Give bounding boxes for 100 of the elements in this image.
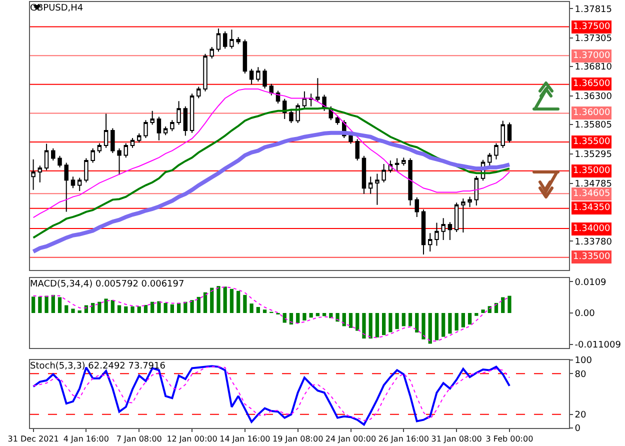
candlestick bbox=[461, 198, 466, 234]
x-tick-label: 31 Dec 2021 bbox=[8, 434, 59, 444]
y-tick-label: 1.37815 bbox=[574, 4, 612, 15]
candlestick bbox=[236, 36, 240, 45]
candlestick bbox=[124, 142, 128, 158]
y-tick-label: -0.011009 bbox=[574, 340, 622, 351]
y-tick-label: 20 bbox=[574, 410, 587, 421]
bar bbox=[58, 297, 62, 313]
bar bbox=[51, 294, 55, 313]
x-tick-label: 3 Feb 00:00 bbox=[486, 434, 534, 444]
bar bbox=[474, 313, 478, 316]
bar bbox=[415, 313, 419, 333]
bar bbox=[78, 310, 82, 313]
bar bbox=[262, 310, 267, 313]
candlestick bbox=[421, 208, 426, 255]
bar bbox=[442, 313, 446, 337]
bar bbox=[91, 302, 95, 313]
bar bbox=[388, 313, 392, 332]
chart-title: MACD(5,34,4) 0.005792 0.006197 bbox=[30, 279, 184, 290]
bar bbox=[289, 313, 294, 324]
ref-line-label: 1.35000 bbox=[573, 166, 610, 176]
bar bbox=[223, 286, 227, 313]
candlestick bbox=[454, 202, 459, 232]
bar bbox=[250, 304, 254, 313]
y-tick-label: 100 bbox=[574, 356, 592, 366]
y-tick-label: 1.35805 bbox=[574, 120, 612, 131]
x-tick-label: 4 Jan 16:00 bbox=[63, 434, 109, 444]
bar bbox=[448, 313, 452, 334]
candlestick bbox=[468, 196, 472, 208]
candlestick bbox=[64, 162, 68, 212]
y-tick-label: 80 bbox=[574, 370, 587, 380]
x-tick-label: 14 Jan 16:00 bbox=[220, 434, 270, 444]
candlestick bbox=[117, 148, 122, 176]
candlestick bbox=[355, 138, 360, 161]
bar bbox=[348, 313, 353, 328]
candlestick bbox=[90, 148, 95, 164]
bar bbox=[501, 297, 505, 313]
bar bbox=[256, 306, 260, 313]
ref-line-label: 1.34350 bbox=[573, 203, 610, 213]
candlestick bbox=[500, 120, 505, 148]
bar bbox=[382, 313, 386, 336]
candlestick bbox=[408, 158, 412, 206]
bar bbox=[104, 298, 108, 313]
x-tick-label: 7 Jan 08:00 bbox=[116, 434, 162, 444]
candlestick bbox=[382, 163, 386, 183]
candlestick bbox=[156, 116, 162, 141]
y-tick-label: 1.36810 bbox=[574, 62, 612, 73]
chart-title: GBPUSD,H4 bbox=[30, 3, 84, 14]
candlestick bbox=[368, 176, 373, 194]
candlestick bbox=[262, 68, 267, 89]
candlestick bbox=[249, 68, 254, 85]
candlestick bbox=[362, 155, 366, 194]
y-tick-label: 1.36300 bbox=[574, 92, 612, 102]
bar bbox=[508, 296, 512, 313]
bar bbox=[236, 290, 240, 313]
bar bbox=[31, 296, 36, 313]
candlestick bbox=[348, 132, 353, 144]
ref-line-label: 1.36500 bbox=[573, 79, 610, 89]
candlestick bbox=[144, 120, 148, 139]
bar bbox=[243, 294, 247, 313]
candlestick bbox=[441, 218, 446, 241]
candlestick bbox=[222, 30, 228, 50]
candlestick bbox=[488, 152, 492, 168]
candlestick bbox=[203, 53, 208, 92]
ref-line-label: 1.35500 bbox=[573, 137, 610, 147]
bar bbox=[468, 313, 472, 324]
bar bbox=[144, 304, 148, 313]
candlestick bbox=[190, 93, 194, 134]
bar bbox=[176, 302, 181, 313]
x-tick-label: 26 Jan 16:00 bbox=[378, 434, 429, 444]
line-series bbox=[32, 286, 510, 342]
bar bbox=[434, 313, 439, 340]
candlestick bbox=[163, 126, 168, 136]
candlestick bbox=[210, 46, 214, 59]
bar bbox=[375, 313, 380, 338]
candlestick bbox=[375, 173, 380, 206]
candlestick bbox=[110, 128, 115, 154]
ref-line-label: 1.36000 bbox=[573, 108, 610, 118]
bar bbox=[309, 313, 313, 318]
candlestick bbox=[402, 157, 406, 166]
bar bbox=[428, 313, 432, 344]
y-tick-label: 0.0109 bbox=[574, 278, 607, 288]
bar bbox=[44, 296, 48, 313]
bar bbox=[110, 300, 114, 313]
candlestick bbox=[230, 29, 234, 50]
bar bbox=[336, 313, 340, 322]
candlestick bbox=[44, 143, 49, 171]
bar bbox=[395, 313, 399, 330]
candlestick bbox=[474, 176, 479, 206]
bar bbox=[64, 305, 68, 313]
bar bbox=[190, 300, 194, 313]
bar bbox=[356, 313, 360, 331]
candlestick bbox=[137, 132, 142, 144]
bar bbox=[137, 306, 141, 313]
candlestick bbox=[170, 120, 174, 132]
candlestick bbox=[242, 38, 248, 74]
candlestick bbox=[316, 78, 320, 102]
candlestick bbox=[104, 113, 108, 148]
bar bbox=[216, 286, 220, 313]
candlestick bbox=[335, 115, 340, 126]
